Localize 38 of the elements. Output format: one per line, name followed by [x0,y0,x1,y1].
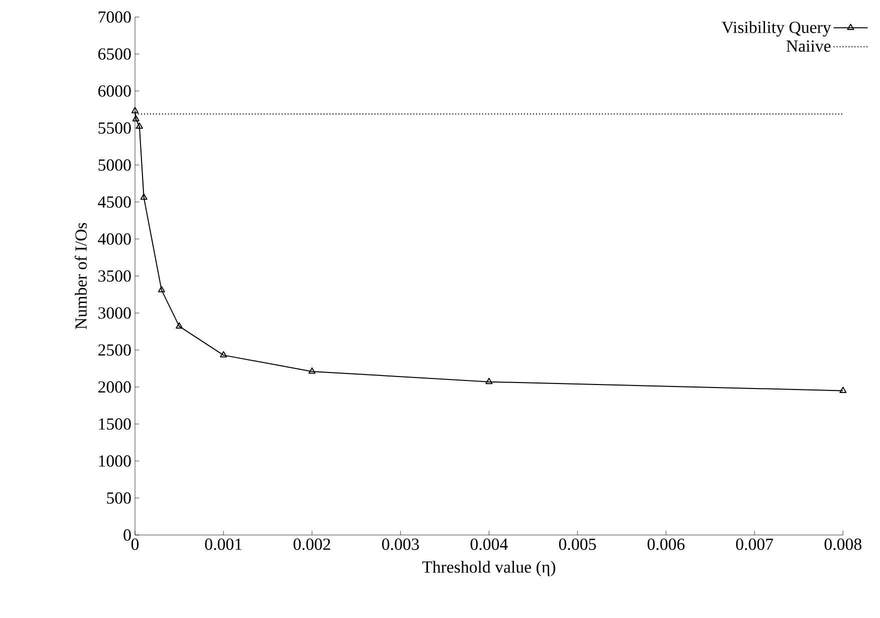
x-tick-label: 0.004 [470,538,508,550]
y-tick-label: 5000 [98,159,131,171]
y-tick-label: 4500 [98,196,131,208]
y-tick-label: 1000 [99,455,131,467]
x-tick-label: 0 [131,538,139,550]
x-axis-title: Threshold value (η) [422,560,556,576]
y-tick-label: 5500 [98,122,131,134]
x-tick-label: 0.005 [559,538,596,550]
x-tick-label: 0.003 [382,538,419,550]
y-tick-label: 500 [107,492,131,504]
point [140,194,148,200]
y-axis-title: Number of I/Os [74,223,87,330]
y-tick-label: 6000 [98,85,131,97]
y-tick-label: 2500 [98,344,131,356]
x-tick-label: 0.007 [736,538,774,550]
point [132,115,140,122]
y-tick-label: 6500 [98,48,131,60]
y-tick-label: 0 [124,529,131,541]
point [176,322,183,329]
x-tick-label: 0.006 [648,538,685,550]
x-tick-label: 0.001 [205,538,242,550]
point [485,378,493,384]
point [136,122,143,129]
point [308,367,316,374]
y-tick-label: 4000 [98,233,131,245]
x-tick-label: 0.008 [824,538,862,550]
legend-label: Visibility Query [722,21,832,37]
point [131,106,139,114]
legend-label: Naiive [786,40,831,52]
point [158,286,166,292]
y-tick-label: 2000 [98,381,131,393]
y-tick-label: 1500 [99,418,131,430]
y-tick-label: 3000 [98,307,131,319]
point [839,386,847,393]
y-tick-label: 7000 [98,11,131,23]
x-tick-label: 0.002 [294,538,330,550]
y-tick-label: 3500 [98,270,131,282]
point [220,351,228,358]
